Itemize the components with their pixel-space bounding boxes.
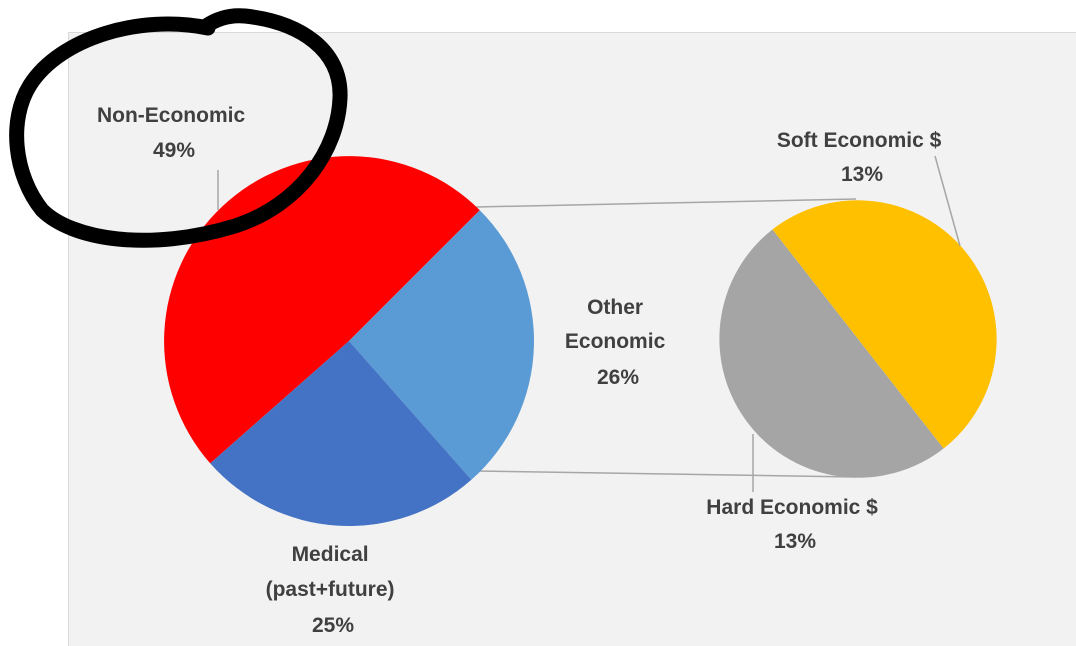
label-hard-economic: Hard Economic $ 13% bbox=[706, 496, 883, 553]
main-pie bbox=[164, 156, 534, 526]
pie-slice-non-economic bbox=[164, 156, 480, 464]
secondary-pie bbox=[719, 200, 997, 478]
pie-slice-hard-economic bbox=[719, 229, 944, 478]
label-non-economic: Non-Economic 49% bbox=[97, 104, 251, 162]
leader-line-soft-economic bbox=[934, 155, 961, 247]
label-other-economic: Other Economic 26% bbox=[565, 296, 671, 389]
connector-line-bottom bbox=[475, 470, 857, 478]
pie-slice-soft-economic bbox=[772, 200, 997, 449]
label-medical: Medical (past+future) 25% bbox=[266, 543, 401, 637]
hand-drawn-circle-annotation bbox=[9, 8, 348, 248]
pie-slice-other-economic bbox=[349, 210, 534, 480]
pie-slice-medical bbox=[210, 341, 472, 526]
connector-line-top bbox=[475, 198, 857, 208]
label-soft-economic: Soft Economic $ 13% bbox=[777, 129, 947, 186]
